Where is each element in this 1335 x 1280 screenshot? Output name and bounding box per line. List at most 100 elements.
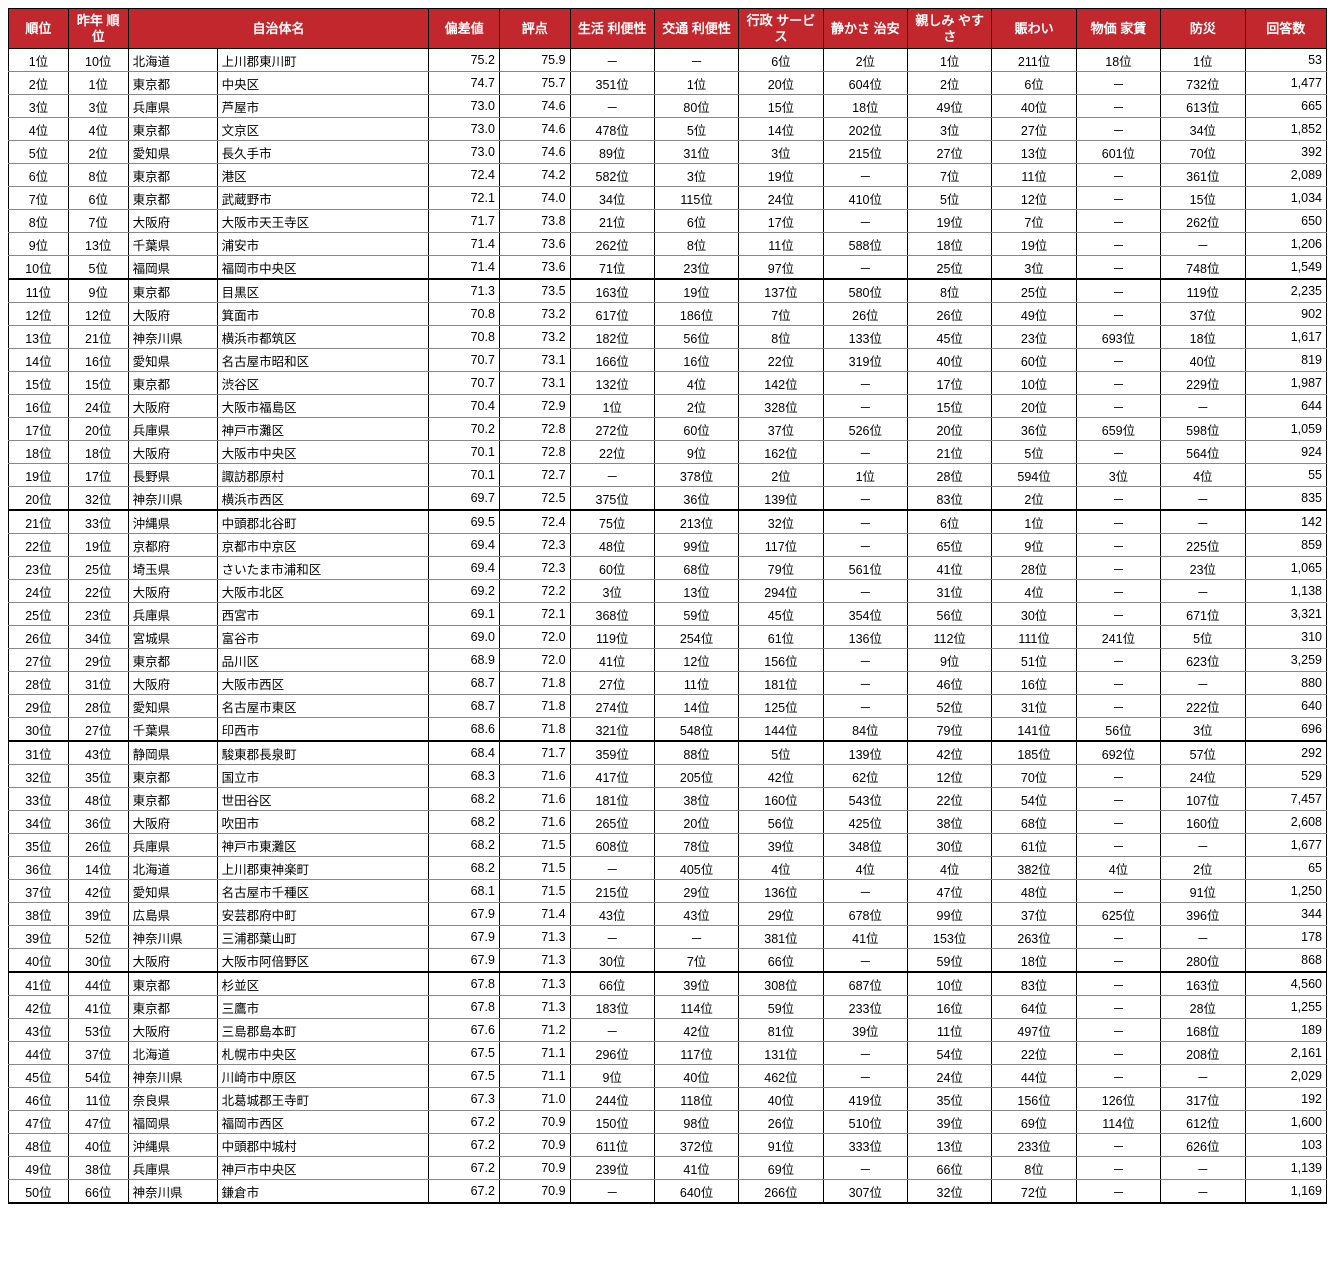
cell-c8: － (1161, 1157, 1245, 1180)
cell-prev: 42位 (68, 880, 128, 903)
cell-c5: 32位 (908, 1180, 992, 1204)
cell-score: 71.3 (499, 949, 570, 973)
cell-c3: 45位 (739, 603, 823, 626)
cell-c6: 11位 (992, 164, 1076, 187)
ranking-table: 順位 昨年 順位 自治体名 偏差値 評点 生活 利便性 交通 利便性 行政 サー… (8, 8, 1327, 1204)
cell-c2: 117位 (654, 1042, 738, 1065)
cell-score: 70.9 (499, 1180, 570, 1204)
cell-rank: 24位 (9, 580, 69, 603)
cell-c4: 4位 (823, 857, 907, 880)
cell-c2: 60位 (654, 418, 738, 441)
cell-c4: 419位 (823, 1088, 907, 1111)
cell-c6: 19位 (992, 233, 1076, 256)
table-row: 8位7位大阪府大阪市天王寺区71.773.821位6位17位－19位7位－262… (9, 210, 1327, 233)
cell-c2: 13位 (654, 580, 738, 603)
cell-c7: 241位 (1076, 626, 1160, 649)
cell-c6: 64位 (992, 996, 1076, 1019)
cell-score: 71.3 (499, 996, 570, 1019)
cell-city: 杉並区 (217, 972, 429, 996)
cell-c7: 601位 (1076, 141, 1160, 164)
cell-c4: 580位 (823, 279, 907, 303)
cell-score: 72.7 (499, 464, 570, 487)
cell-c4: － (823, 672, 907, 695)
cell-rank: 40位 (9, 949, 69, 973)
header-c1: 生活 利便性 (570, 9, 654, 49)
cell-rank: 8位 (9, 210, 69, 233)
cell-resp: 1,987 (1245, 372, 1326, 395)
cell-c4: 133位 (823, 326, 907, 349)
cell-city: 大阪市西区 (217, 672, 429, 695)
cell-rank: 23位 (9, 557, 69, 580)
cell-prev: 7位 (68, 210, 128, 233)
cell-city: 芦屋市 (217, 95, 429, 118)
cell-c5: 47位 (908, 880, 992, 903)
table-row: 23位25位埼玉県さいたま市浦和区69.472.360位68位79位561位41… (9, 557, 1327, 580)
cell-city: 中央区 (217, 72, 429, 95)
cell-dev: 69.7 (429, 487, 500, 511)
cell-c6: 36位 (992, 418, 1076, 441)
cell-c8: 262位 (1161, 210, 1245, 233)
table-row: 36位14位北海道上川郡東神楽町68.271.5－405位4位4位4位382位4… (9, 857, 1327, 880)
cell-resp: 3,259 (1245, 649, 1326, 672)
table-row: 26位34位宮城県富谷市69.072.0119位254位61位136位112位1… (9, 626, 1327, 649)
cell-c8: 57位 (1161, 741, 1245, 765)
table-row: 12位12位大阪府箕面市70.873.2617位186位7位26位26位49位－… (9, 303, 1327, 326)
cell-resp: 1,139 (1245, 1157, 1326, 1180)
cell-c1: 351位 (570, 72, 654, 95)
cell-score: 71.4 (499, 903, 570, 926)
cell-c3: 26位 (739, 1111, 823, 1134)
cell-c1: 262位 (570, 233, 654, 256)
cell-resp: 902 (1245, 303, 1326, 326)
cell-city: 目黒区 (217, 279, 429, 303)
cell-c2: 254位 (654, 626, 738, 649)
cell-rank: 36位 (9, 857, 69, 880)
cell-prev: 4位 (68, 118, 128, 141)
cell-resp: 1,677 (1245, 834, 1326, 857)
cell-c5: 15位 (908, 395, 992, 418)
cell-c8: 163位 (1161, 972, 1245, 996)
cell-city: 大阪市北区 (217, 580, 429, 603)
cell-c7: － (1076, 510, 1160, 534)
cell-city: 長久手市 (217, 141, 429, 164)
cell-c3: 22位 (739, 349, 823, 372)
cell-prev: 12位 (68, 303, 128, 326)
table-row: 25位23位兵庫県西宮市69.172.1368位59位45位354位56位30位… (9, 603, 1327, 626)
cell-c7: － (1076, 187, 1160, 210)
cell-c2: 78位 (654, 834, 738, 857)
cell-c6: 72位 (992, 1180, 1076, 1204)
cell-c3: 294位 (739, 580, 823, 603)
cell-dev: 68.1 (429, 880, 500, 903)
cell-c5: 17位 (908, 372, 992, 395)
cell-rank: 17位 (9, 418, 69, 441)
cell-c1: 359位 (570, 741, 654, 765)
cell-c8: 168位 (1161, 1019, 1245, 1042)
cell-score: 72.0 (499, 649, 570, 672)
cell-c6: 40位 (992, 95, 1076, 118)
cell-score: 71.3 (499, 972, 570, 996)
cell-c3: 56位 (739, 811, 823, 834)
cell-pref: 兵庫県 (128, 834, 217, 857)
cell-pref: 東京都 (128, 72, 217, 95)
cell-score: 71.0 (499, 1088, 570, 1111)
cell-c5: 41位 (908, 557, 992, 580)
table-header: 順位 昨年 順位 自治体名 偏差値 評点 生活 利便性 交通 利便性 行政 サー… (9, 9, 1327, 49)
cell-prev: 48位 (68, 788, 128, 811)
cell-city: 三浦郡葉山町 (217, 926, 429, 949)
cell-city: 安芸郡府中町 (217, 903, 429, 926)
cell-pref: 東京都 (128, 164, 217, 187)
cell-dev: 68.6 (429, 718, 500, 742)
cell-prev: 10位 (68, 49, 128, 72)
cell-c8: 70位 (1161, 141, 1245, 164)
cell-c5: 18位 (908, 233, 992, 256)
cell-c3: 97位 (739, 256, 823, 280)
cell-c5: 27位 (908, 141, 992, 164)
table-row: 20位32位神奈川県横浜市西区69.772.5375位36位139位－83位2位… (9, 487, 1327, 511)
cell-rank: 12位 (9, 303, 69, 326)
cell-c1: 274位 (570, 695, 654, 718)
cell-c3: 125位 (739, 695, 823, 718)
cell-c6: 20位 (992, 395, 1076, 418)
cell-dev: 71.4 (429, 233, 500, 256)
cell-c1: 150位 (570, 1111, 654, 1134)
cell-c6: 28位 (992, 557, 1076, 580)
cell-score: 71.1 (499, 1042, 570, 1065)
